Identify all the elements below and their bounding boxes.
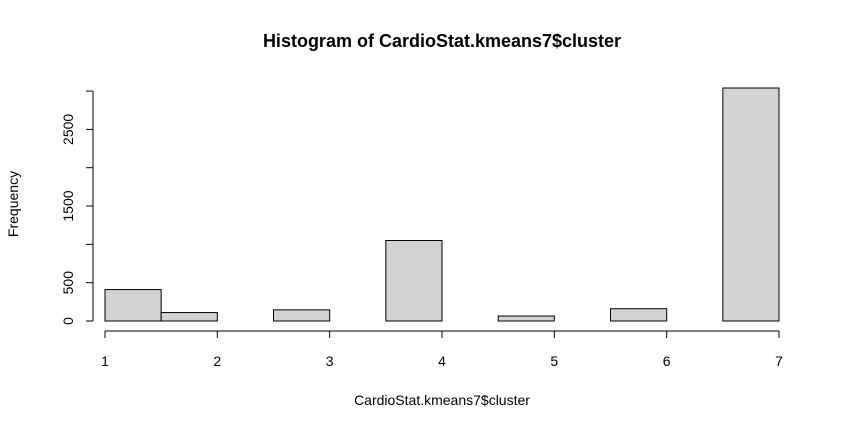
y-axis: 0 500 1500 2500 <box>60 90 94 325</box>
x-tick-label-6: 6 <box>663 353 671 369</box>
x-tick-label-5: 5 <box>550 353 558 369</box>
histogram-bar-12 <box>722 87 780 322</box>
y-tick-label-4: 2500 <box>60 114 76 145</box>
histogram-bar-6 <box>385 240 443 322</box>
chart-title: Histogram of CardioStat.kmeans7$cluster <box>263 31 621 51</box>
x-tick-label-4: 4 <box>438 353 446 369</box>
x-axis: 1 2 3 4 5 6 7 <box>101 330 783 369</box>
y-tick-label-3: 1500 <box>60 190 76 221</box>
y-tick-label-2: 500 <box>60 271 76 295</box>
histogram-bar-8 <box>497 315 555 322</box>
histogram-bar-2 <box>160 312 218 322</box>
x-axis-label: CardioStat.kmeans7$cluster <box>354 392 530 408</box>
y-tick-label-1: 0 <box>60 317 76 325</box>
bars-group <box>104 87 780 322</box>
x-tick-label-3: 3 <box>326 353 334 369</box>
histogram-bar-1 <box>104 289 162 322</box>
x-tick-label-1: 1 <box>101 353 109 369</box>
x-tick-label-2: 2 <box>213 353 221 369</box>
histogram-bar-4 <box>273 309 331 322</box>
histogram-bar-10 <box>610 308 668 322</box>
y-axis-label: Frequency <box>5 171 21 237</box>
x-tick-label-7: 7 <box>775 353 783 369</box>
